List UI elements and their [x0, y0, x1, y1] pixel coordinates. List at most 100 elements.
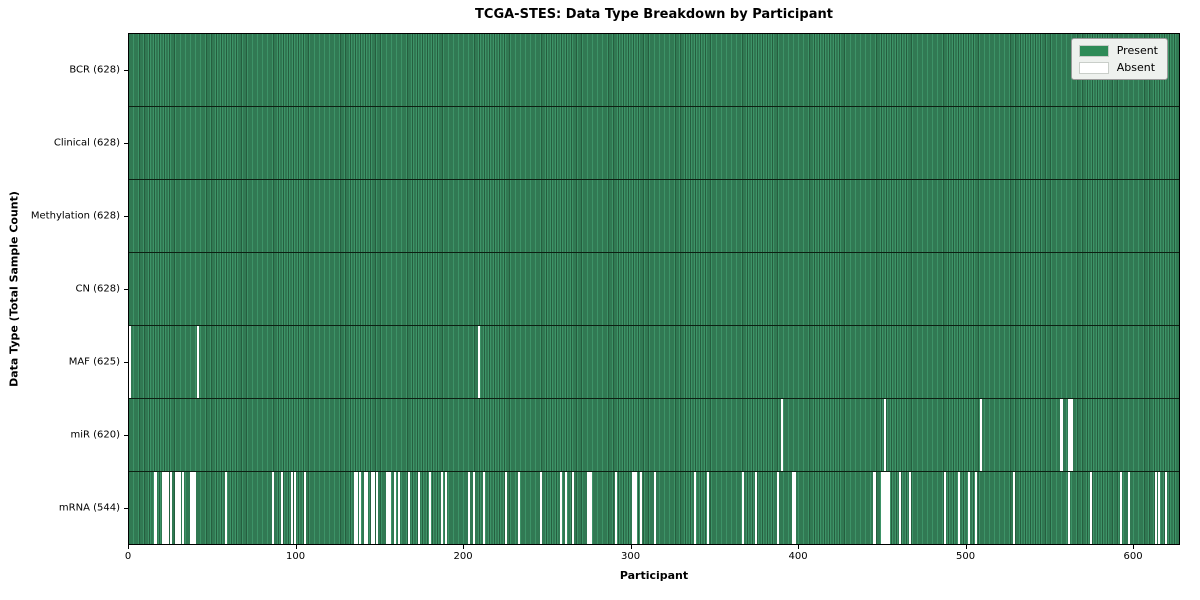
x-tick-label: 200 [453, 551, 473, 562]
absent-stripe [272, 472, 275, 544]
absent-stripe [190, 472, 193, 544]
absent-stripe [880, 472, 883, 544]
absent-stripe [1158, 472, 1161, 544]
absent-stripe [615, 472, 618, 544]
absent-stripe [161, 472, 164, 544]
x-tick-label: 300 [621, 551, 641, 562]
absent-stripe [633, 472, 636, 544]
absent-stripe [957, 472, 960, 544]
absent-stripe [375, 472, 378, 544]
absent-stripe [1068, 472, 1071, 544]
absent-stripe [755, 472, 758, 544]
absent-stripe [909, 472, 912, 544]
chart-title: TCGA-STES: Data Type Breakdown by Partic… [475, 7, 833, 22]
y-tick-mark [124, 69, 128, 71]
y-tick-mark [124, 508, 128, 510]
x-axis-label: Participant [619, 569, 689, 582]
absent-stripe [280, 472, 283, 544]
absent-stripe [884, 399, 887, 471]
absent-stripe [944, 472, 947, 544]
absent-stripe [793, 472, 796, 544]
y-tick-label: Clinical (628) [53, 137, 120, 149]
absent-stripe [1059, 399, 1062, 471]
absent-stripe [155, 472, 158, 544]
absent-stripe [559, 472, 562, 544]
heatmap-row-mir [129, 398, 1179, 471]
x-tick-mark [630, 545, 632, 549]
absent-stripe [477, 326, 480, 398]
absent-stripe [365, 472, 368, 544]
x-tick-label: 600 [1123, 551, 1143, 562]
absent-stripe [586, 472, 589, 544]
absent-stripe [182, 472, 184, 544]
legend: Present Absent [1070, 38, 1168, 80]
y-tick-label: MAF (625) [68, 356, 120, 368]
y-tick-mark [124, 142, 128, 144]
absent-stripe [175, 472, 178, 544]
absent-stripe [364, 472, 367, 544]
y-tick-mark [124, 435, 128, 437]
absent-stripe [444, 472, 447, 544]
x-tick-mark [1133, 545, 1135, 549]
absent-stripe [225, 472, 228, 544]
absent-stripe [874, 472, 877, 544]
heatmap-row-mrna [129, 471, 1179, 544]
absent-stripe [979, 399, 982, 471]
absent-stripe [178, 472, 181, 544]
heatmap-row-clinical [129, 106, 1179, 179]
absent-stripe [197, 326, 200, 398]
absent-stripe [354, 472, 357, 544]
absent-stripe [166, 472, 169, 544]
absent-stripe [163, 472, 166, 544]
heatmap-row-cn [129, 252, 1179, 325]
absent-stripe [389, 472, 392, 544]
absent-stripe [631, 472, 634, 544]
absent-stripe [385, 472, 388, 544]
absent-stripe [777, 472, 780, 544]
absent-stripe [882, 472, 885, 544]
absent-stripe [1155, 472, 1158, 544]
absent-stripe [974, 472, 977, 544]
absent-stripe [899, 472, 902, 544]
x-tick-label: 500 [956, 551, 976, 562]
absent-stripe [571, 472, 574, 544]
absent-stripe [294, 472, 297, 544]
absent-stripe [1089, 472, 1092, 544]
absent-stripe [1069, 399, 1072, 471]
x-tick-mark [128, 545, 129, 549]
absent-stripe [192, 472, 195, 544]
absent-stripe [441, 472, 444, 544]
legend-item-absent: Absent [1078, 61, 1158, 74]
absent-stripe [1071, 399, 1074, 471]
y-tick-label: CN (628) [75, 283, 120, 295]
y-tick-mark [124, 289, 128, 290]
absent-stripe [564, 472, 567, 544]
absent-stripe [1119, 472, 1122, 544]
absent-stripe [884, 472, 887, 544]
absent-stripe [1128, 472, 1131, 544]
absent-stripe [887, 472, 890, 544]
absent-stripe [153, 472, 156, 544]
absent-stripe [407, 472, 410, 544]
absent-stripe [128, 326, 131, 398]
x-tick-label: 100 [285, 551, 306, 562]
absent-stripe [780, 399, 783, 471]
x-tick-label: 0 [124, 551, 132, 562]
heatmap-row-methylation [129, 179, 1179, 252]
absent-stripe [394, 472, 397, 544]
absent-stripe [1061, 399, 1064, 471]
absent-stripe [885, 472, 888, 544]
absent-stripe [467, 472, 470, 544]
absent-stripe [742, 472, 745, 544]
y-tick-label: miR (620) [70, 429, 120, 441]
absent-stripe [304, 472, 307, 544]
y-tick-label: Methylation (628) [30, 210, 120, 222]
absent-swatch-icon [1078, 61, 1109, 74]
absent-stripe [355, 472, 358, 544]
x-tick-mark [295, 545, 297, 549]
y-tick-mark [124, 215, 128, 217]
absent-stripe [653, 472, 656, 544]
absent-stripe [518, 472, 521, 544]
absent-stripe [359, 472, 362, 544]
